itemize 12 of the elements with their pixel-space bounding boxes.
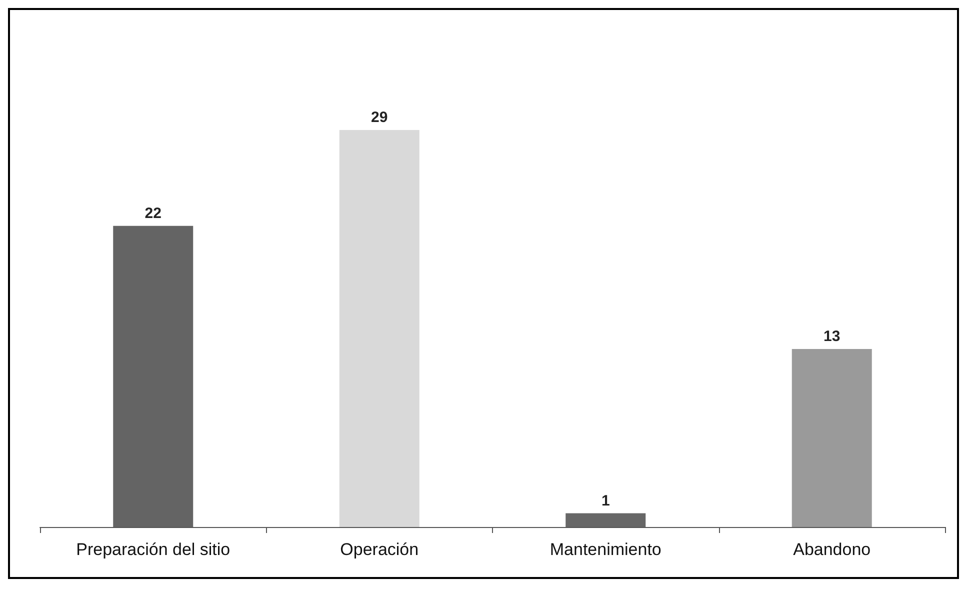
x-tick-label: Abandono bbox=[793, 540, 871, 559]
bar bbox=[792, 349, 872, 527]
data-label: 13 bbox=[824, 328, 840, 346]
data-label: 1 bbox=[601, 492, 610, 510]
bar bbox=[339, 130, 420, 527]
x-tick-label: Operación bbox=[340, 540, 419, 559]
data-label: 22 bbox=[144, 204, 162, 222]
bar bbox=[566, 513, 646, 527]
x-tick-label: Mantenimiento bbox=[550, 540, 662, 559]
data-label: 29 bbox=[371, 109, 388, 126]
x-tick-label: Preparación del sitio bbox=[76, 540, 230, 559]
bar bbox=[113, 226, 194, 527]
